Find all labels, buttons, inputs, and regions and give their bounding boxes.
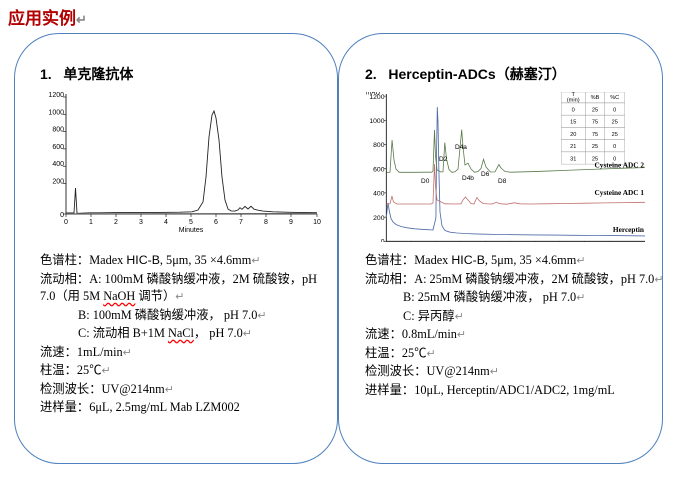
svg-text:9: 9 [289,219,293,226]
svg-text:10: 10 [313,219,321,226]
svg-text:6: 6 [214,219,218,226]
svg-text:Herceptin: Herceptin [613,225,644,234]
svg-text:600: 600 [373,166,385,173]
svg-text:25: 25 [592,108,598,114]
svg-text:3: 3 [139,219,143,226]
svg-text:400: 400 [52,161,64,168]
svg-text:2: 2 [114,219,118,226]
svg-text:1200: 1200 [369,94,384,101]
svg-text:7: 7 [239,219,243,226]
svg-text:5: 5 [189,219,193,226]
svg-text:8: 8 [264,219,268,226]
svg-text:D4a: D4a [455,144,467,151]
svg-text:21: 21 [570,144,576,150]
svg-text:25: 25 [612,132,618,138]
svg-text:25: 25 [592,144,598,150]
svg-text:%C: %C [610,95,619,101]
svg-text:0: 0 [613,144,616,150]
svg-text:800: 800 [52,127,64,134]
svg-text:0: 0 [60,212,64,219]
svg-text:Cysteine ADC 1: Cysteine ADC 1 [595,188,645,197]
svg-text:Cysteine ADC 2: Cysteine ADC 2 [595,161,645,170]
svg-text:1200: 1200 [48,92,64,99]
svg-text:200: 200 [373,215,385,222]
svg-text:%B: %B [591,95,600,101]
svg-text:0: 0 [64,219,68,226]
svg-text:D2: D2 [439,156,448,163]
svg-text:1: 1 [89,219,93,226]
svg-text:20: 20 [570,132,576,138]
svg-text:(min): (min) [567,97,580,103]
svg-text:1000: 1000 [369,118,384,125]
svg-text:400: 400 [373,191,385,198]
svg-text:4: 4 [164,219,168,226]
svg-text:D0: D0 [421,178,430,185]
svg-text:15: 15 [570,120,576,126]
svg-text:75: 75 [592,132,598,138]
svg-text:0: 0 [572,108,575,114]
svg-text:31: 31 [570,156,576,162]
svg-text:D6: D6 [481,171,490,178]
svg-text:75: 75 [592,120,598,126]
svg-text:600: 600 [52,144,64,151]
svg-text:25: 25 [612,120,618,126]
svg-text:D4b: D4b [462,175,474,182]
svg-text:Minutes: Minutes [179,227,204,234]
svg-text:200: 200 [52,179,64,186]
svg-text:D8: D8 [498,178,507,185]
svg-text:0: 0 [613,108,616,114]
svg-text:800: 800 [373,142,385,149]
svg-text:1000: 1000 [48,109,64,116]
